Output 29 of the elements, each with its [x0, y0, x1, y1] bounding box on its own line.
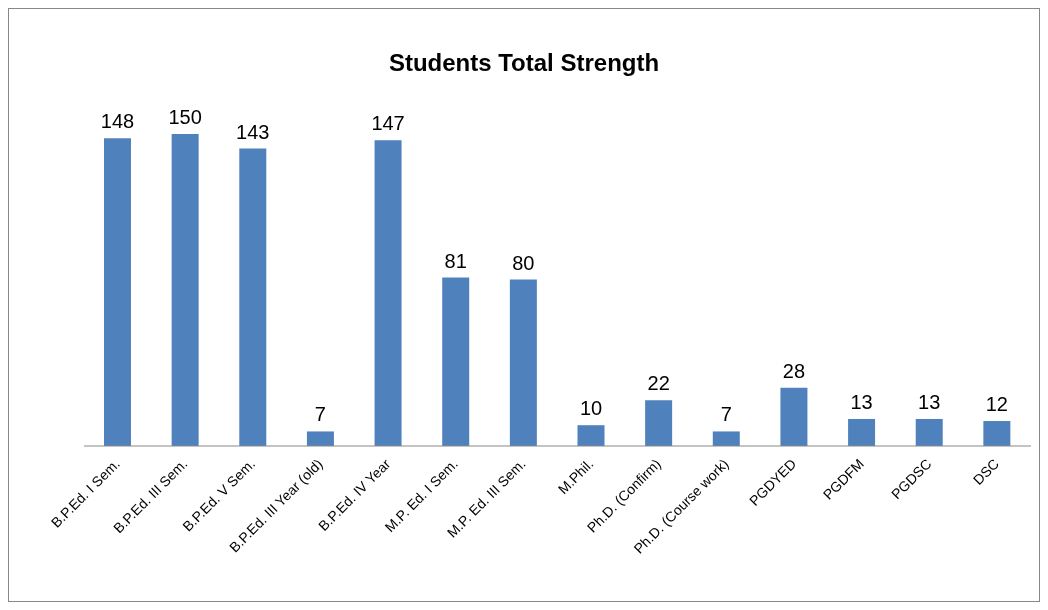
data-label: 81 — [444, 249, 467, 272]
bar — [442, 277, 470, 446]
data-label: 147 — [371, 112, 405, 135]
bar — [780, 387, 808, 446]
data-label: 148 — [100, 110, 135, 133]
bar — [171, 134, 199, 446]
data-label: 13 — [918, 390, 941, 413]
data-label: 150 — [168, 106, 202, 128]
bar — [645, 400, 673, 446]
bar — [983, 421, 1011, 446]
bar — [577, 425, 605, 446]
data-label: 80 — [512, 251, 535, 274]
data-label: 12 — [985, 393, 1008, 416]
data-label: 7 — [720, 403, 732, 426]
bar — [712, 431, 740, 446]
bar — [509, 279, 537, 446]
chart-title: Students Total Strength — [387, 49, 661, 77]
bar — [848, 418, 876, 446]
bar — [915, 418, 943, 446]
data-label: 28 — [782, 359, 806, 382]
data-label: 13 — [850, 390, 873, 413]
data-label: 22 — [647, 372, 670, 395]
data-label: 10 — [579, 397, 603, 420]
data-label: 7 — [314, 403, 326, 426]
data-label: 143 — [236, 120, 270, 143]
bar — [104, 138, 131, 446]
bar — [374, 140, 402, 446]
bar — [306, 431, 334, 446]
bar — [239, 148, 267, 446]
